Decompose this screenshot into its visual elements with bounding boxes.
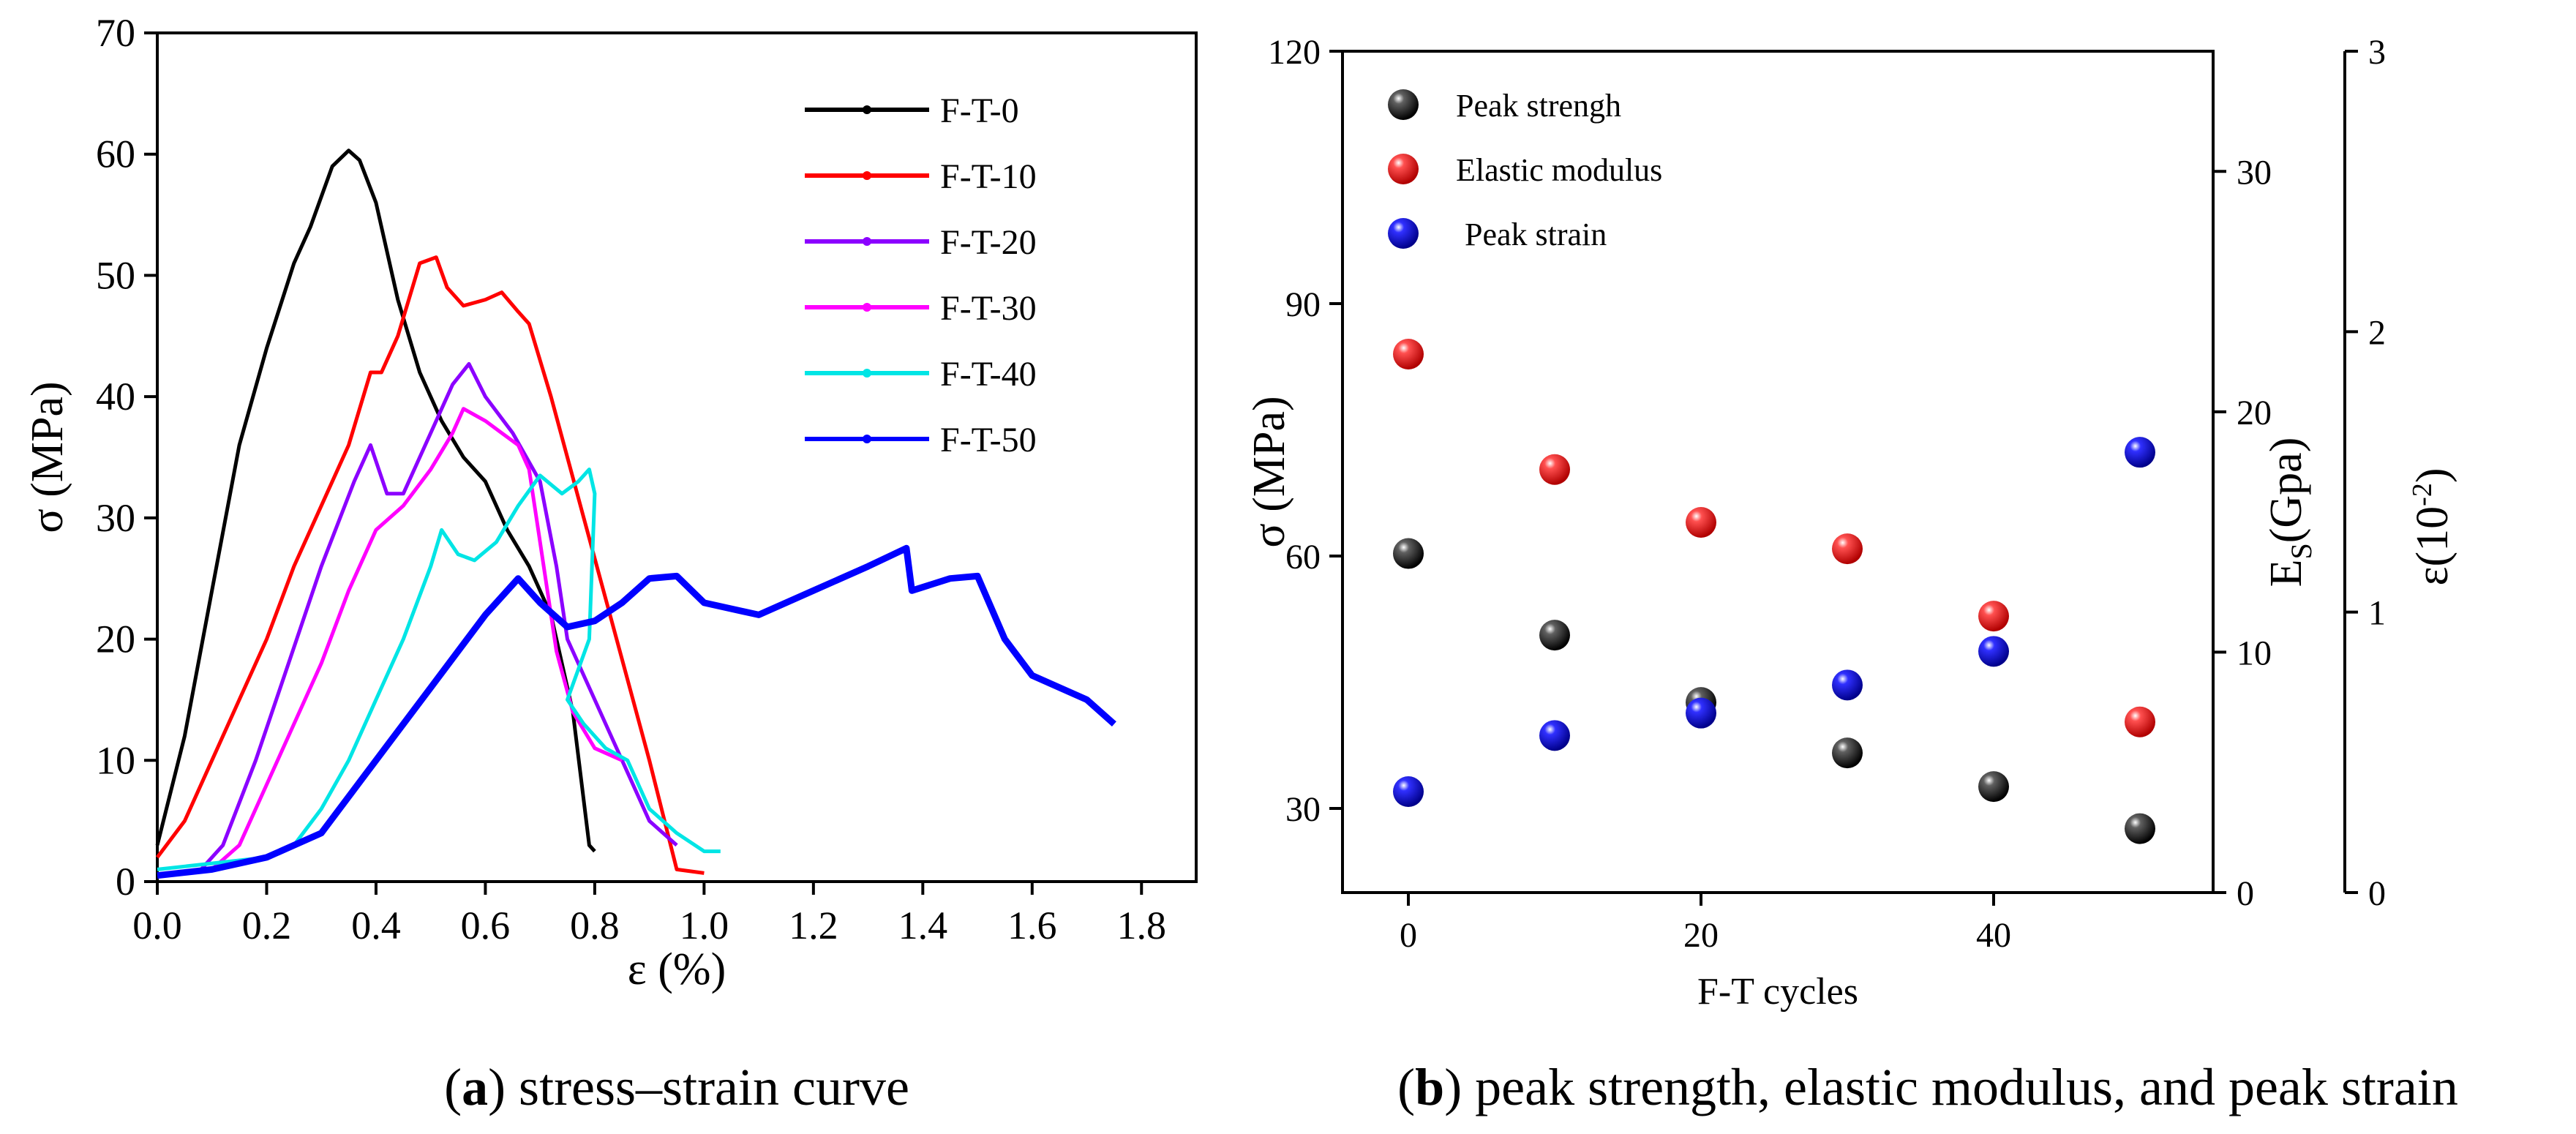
panel-b-frame: [1341, 50, 2215, 894]
right-tick-label-modulus: 10: [2237, 634, 2272, 672]
series-line-f-t-40: [157, 468, 721, 871]
panel-b-right-y-ticks-strain: 0 1 2 3: [2345, 33, 2386, 913]
x-tick-label: 0.4: [351, 904, 401, 947]
x-tick-label: 0.8: [570, 904, 620, 947]
right-tick-label-strain: 1: [2368, 594, 2386, 633]
panel-a-stress-strain-chart: 0.0 0.2 0.4 0.6 0.8 1.0 1.2 1.4 1.6 1.8 0 10 20 30 40…: [23, 11, 1198, 994]
y-tick-label: 0: [116, 860, 135, 904]
legend-label-elastic-modulus: Elastic modulus: [1456, 152, 1662, 188]
point-peak-strain: [2125, 437, 2155, 468]
point-peak-strain: [1978, 636, 2009, 667]
y-tick-label: 10: [96, 738, 135, 782]
right-tick-label-modulus: 30: [2237, 153, 2272, 192]
panel-a-x-ticks: 0.0 0.2 0.4 0.6 0.8 1.0 1.2 1.4 1.6 1.8: [132, 882, 1166, 947]
panel-b-right-y-axis-title-modulus: ES(Gpa): [2261, 438, 2318, 587]
point-peak-strain: [1539, 720, 1570, 751]
point-peak-strengh: [1539, 620, 1570, 651]
point-peak-strengh: [2125, 813, 2155, 844]
legend-marker: [863, 435, 871, 443]
legend-label-f-t-30: F-T-30: [940, 289, 1037, 328]
point-peak-strengh: [1832, 737, 1863, 769]
legend-marker: [863, 237, 871, 246]
panel-b-caption: (b) peak strength, elastic modulus, and …: [1397, 1058, 2458, 1116]
y-tick-label: 90: [1285, 285, 1321, 324]
panel-b-x-axis-title: F-T cycles: [1697, 971, 1858, 1013]
panel-a-y-ticks: 0 10 20 30 40 50 60 70: [96, 11, 157, 904]
panel-b-scatter-chart: 0 20 40 30 60 90 120 0 10 20 30 0 1 2 3 Peak streng…: [1244, 33, 2457, 1013]
y-tick-label: 30: [1285, 790, 1321, 829]
legend-marker-elastic-modulus: [1388, 154, 1419, 184]
x-tick-label: 0.6: [461, 904, 511, 947]
series-line-f-t-10: [156, 255, 705, 875]
legend-marker: [863, 105, 871, 114]
panel-b-right-y-ticks-modulus: 0 10 20 30: [2213, 153, 2272, 913]
panel-a-y-axis-title: σ (MPa): [23, 381, 72, 533]
x-tick-label: 1.0: [680, 904, 729, 947]
y-tick-label: 30: [96, 496, 135, 540]
y-tick-label: 70: [96, 11, 135, 55]
right-tick-label-modulus: 20: [2237, 394, 2272, 432]
point-elastic-modulus: [1832, 533, 1863, 565]
x-tick-label: 0.0: [132, 904, 182, 947]
legend-label-f-t-0: F-T-0: [940, 91, 1019, 130]
x-tick-label: 1.8: [1117, 904, 1167, 947]
x-tick-label: 1.2: [789, 904, 838, 947]
point-peak-strengh: [1978, 771, 2009, 803]
panel-a-x-axis-title: ε (%): [628, 945, 726, 994]
series-line-f-t-30: [211, 407, 623, 871]
legend-marker-peak-strain: [1388, 218, 1419, 249]
panel-a-caption: (a) stress–strain curve: [444, 1058, 909, 1116]
x-tick-label: 0: [1400, 916, 1417, 955]
point-peak-strain: [1686, 697, 1716, 729]
legend-label-peak-strain: Peak strain: [1465, 217, 1607, 252]
point-elastic-modulus: [1978, 601, 2009, 632]
right-tick-label-strain: 0: [2368, 874, 2386, 913]
y-tick-label: 40: [96, 375, 135, 418]
series-line-f-t-0: [155, 149, 596, 853]
y-tick-label: 20: [96, 617, 135, 661]
legend-label-f-t-20: F-T-20: [940, 223, 1037, 262]
panel-a-frame: [156, 31, 1198, 883]
panel-a-legend: F-T-0 F-T-10 F-T-20 F-T-30 F-T-40 F-T-50: [805, 91, 1037, 459]
y-tick-label: 120: [1268, 33, 1321, 72]
legend-marker: [863, 303, 871, 312]
legend-marker-peak-strengh: [1388, 89, 1419, 120]
legend-label-f-t-50: F-T-50: [940, 421, 1037, 459]
legend-marker: [863, 171, 871, 180]
point-elastic-modulus: [1686, 507, 1716, 538]
panel-b-left-y-axis-title: σ (MPa): [1244, 396, 1294, 547]
series-line-f-t-20: [199, 361, 678, 871]
series-line-f-t-50: [157, 544, 1116, 879]
point-elastic-modulus: [2125, 706, 2155, 737]
legend-marker: [863, 369, 871, 378]
x-tick-label: 20: [1683, 916, 1719, 955]
legend-label-f-t-10: F-T-10: [940, 157, 1037, 196]
panel-b-points: [1393, 339, 2155, 844]
panel-b-right-y-axis-title-strain: ε(10-2): [2407, 468, 2457, 586]
y-tick-label: 60: [1285, 538, 1321, 577]
point-elastic-modulus: [1539, 454, 1570, 485]
x-tick-label: 1.4: [898, 904, 948, 947]
x-tick-label: 0.2: [242, 904, 292, 947]
panel-b-x-ticks: 0 20 40: [1400, 893, 2011, 955]
x-tick-label: 40: [1976, 916, 2011, 955]
x-tick-label: 1.6: [1007, 904, 1057, 947]
point-elastic-modulus: [1393, 339, 1424, 369]
panel-a-series-lines: [155, 149, 1116, 879]
point-peak-strain: [1832, 669, 1863, 701]
panel-b-legend: Peak strengh Elastic modulus Peak strain: [1388, 88, 1662, 252]
legend-label-f-t-40: F-T-40: [940, 355, 1037, 394]
point-peak-strain: [1393, 776, 1424, 807]
right-tick-label-strain: 3: [2368, 33, 2386, 72]
point-peak-strengh: [1393, 538, 1424, 569]
y-tick-label: 60: [96, 132, 135, 176]
panel-b-left-y-ticks: 30 60 90 120: [1268, 33, 1343, 829]
right-tick-label-strain: 2: [2368, 313, 2386, 352]
legend-label-peak-strengh: Peak strengh: [1456, 88, 1621, 124]
y-tick-label: 50: [96, 253, 135, 297]
right-tick-label-modulus: 0: [2237, 874, 2254, 913]
